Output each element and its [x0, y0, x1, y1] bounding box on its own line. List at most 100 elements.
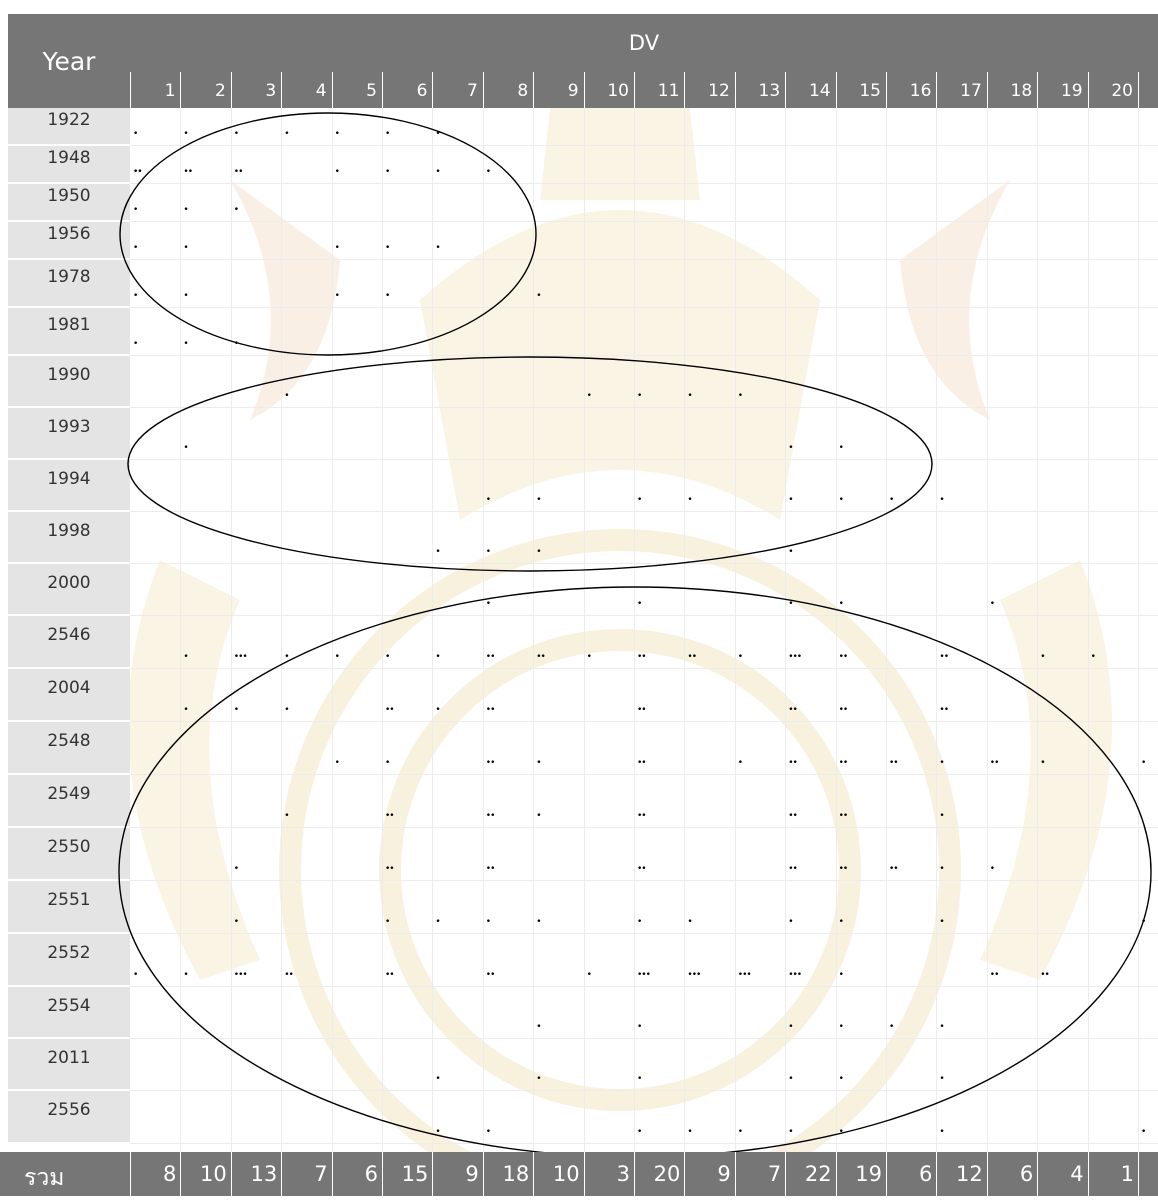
column-total: 9: [684, 1152, 734, 1196]
dot-mark: •: [284, 129, 289, 139]
dot-mark: •: [1141, 1127, 1146, 1137]
dot-mark: •: [284, 391, 289, 401]
year-label: 1950: [8, 184, 130, 222]
dot-mark: ••: [536, 652, 546, 662]
row-gridline: [130, 615, 1158, 616]
dot-mark: •: [183, 339, 188, 349]
dot-mark: •: [637, 391, 642, 401]
column-total: 1: [1087, 1152, 1138, 1196]
dot-mark: •: [939, 1127, 944, 1137]
dot-mark: •: [536, 291, 541, 301]
dot-mark: •: [284, 705, 289, 715]
dot-mark: •: [133, 243, 138, 253]
dot-mark: •: [485, 167, 491, 177]
dot-mark: ••: [485, 970, 496, 980]
dot-mark: ••: [637, 864, 647, 874]
dot-mark: •: [586, 391, 592, 401]
dv-column-header: 12: [684, 72, 735, 108]
dot-mark: •: [838, 970, 844, 980]
dot-mark: •••: [737, 970, 752, 980]
row-gridline: [130, 986, 1158, 987]
row-gridline: [130, 774, 1158, 775]
dot-mark: •: [485, 599, 491, 609]
dot-mark: •: [1141, 917, 1146, 927]
dot-mark: ••: [889, 758, 899, 768]
column-gridline: [331, 108, 333, 1152]
dot-mark: •: [1090, 652, 1096, 662]
dot-mark: ••: [133, 167, 143, 177]
dot-mark: •: [435, 917, 440, 927]
row-gridline: [130, 183, 1158, 184]
dot-mark: ••: [788, 811, 798, 821]
dot-mark: •: [334, 652, 340, 662]
dot-mark: ••: [284, 970, 294, 980]
column-total: 10: [533, 1152, 583, 1196]
column-gridline: [684, 108, 686, 1152]
dot-mark: •: [233, 917, 239, 927]
dot-mark: •: [435, 129, 440, 139]
dot-mark: •: [435, 1074, 440, 1084]
dot-mark: •: [637, 1127, 642, 1137]
column-gridline: [1087, 108, 1089, 1152]
column-total: 6: [886, 1152, 936, 1196]
dot-mark: •: [788, 1022, 793, 1032]
dot-mark: ••: [989, 970, 1000, 980]
dot-mark: •: [435, 1127, 440, 1137]
dot-mark: •: [939, 917, 944, 927]
dot-mark: •: [687, 391, 692, 401]
dot-mark: •: [284, 652, 289, 662]
dot-mark: •: [334, 243, 340, 253]
row-gridline: [130, 933, 1158, 934]
dot-mark: •: [788, 443, 793, 453]
dv-column-header: 1: [130, 72, 181, 108]
dot-mark: ••: [939, 705, 949, 715]
dot-mark: •: [939, 1074, 944, 1084]
dot-mark: •: [536, 495, 541, 505]
dot-mark: •: [637, 495, 642, 505]
dot-mark: •: [637, 917, 642, 927]
year-label: 1956: [8, 222, 130, 260]
dot-mark: •: [133, 291, 138, 301]
row-gridline: [130, 407, 1158, 408]
dot-mark: ••: [637, 811, 647, 821]
dot-mark: •: [183, 243, 188, 253]
totals-label: รวม: [24, 1165, 65, 1191]
dot-mark: •: [737, 391, 743, 401]
dot-mark: ••: [838, 758, 849, 768]
column-total: 7: [734, 1152, 785, 1196]
column-total: 12: [936, 1152, 986, 1196]
dv-column-header: 2: [180, 72, 231, 108]
year-label: 2548: [8, 722, 130, 775]
dv-header: DV: [130, 14, 1158, 72]
dot-mark: ••: [385, 705, 395, 715]
dot-mark: •: [838, 1074, 844, 1084]
row-gridline: [130, 721, 1158, 722]
dot-mark: •: [183, 443, 188, 453]
dv-column-header: 14: [785, 72, 836, 108]
dv-column-header: 8: [482, 72, 534, 108]
dot-mark: •: [788, 495, 793, 505]
column-gridline: [180, 108, 182, 1152]
dot-mark: •: [536, 1074, 541, 1084]
dot-mark: ••: [385, 811, 395, 821]
year-label: 2546: [8, 616, 130, 669]
year-label: 1994: [8, 460, 130, 512]
dot-mark: •: [536, 811, 541, 821]
dot-mark: ••: [485, 705, 496, 715]
column-gridline: [734, 108, 736, 1152]
year-label: 2549: [8, 775, 130, 828]
dot-mark: ••: [838, 652, 849, 662]
dot-mark: •: [183, 652, 188, 662]
dot-mark: •: [536, 917, 541, 927]
dot-mark: •: [183, 291, 188, 301]
dot-mark: •••: [687, 970, 701, 980]
dot-mark: •: [687, 495, 692, 505]
row-gridline: [130, 1090, 1158, 1091]
dot-mark: ••: [385, 864, 395, 874]
dot-mark: •: [536, 1022, 541, 1032]
dot-mark: •: [133, 129, 138, 139]
dot-mark: •: [183, 129, 188, 139]
dot-mark: ••: [485, 864, 496, 874]
dot-mark: •: [586, 970, 592, 980]
dv-column-header: 6: [382, 72, 433, 108]
